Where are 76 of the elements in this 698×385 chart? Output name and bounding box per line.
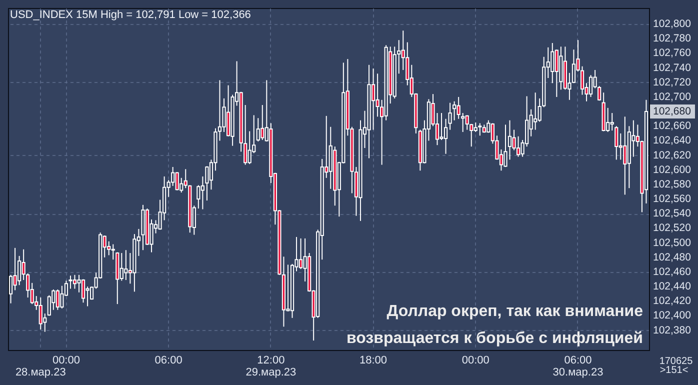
y-tick-label: 102,700: [653, 90, 692, 103]
x-tick-label: 06:00 30.мар.23: [552, 354, 604, 378]
candlestick: [550, 42, 554, 84]
y-tick-label: 102,760: [653, 47, 692, 60]
annotation: Доллар окреп, так как внимание: [386, 303, 644, 320]
x-tick-label: 28.мар.23: [15, 366, 66, 378]
x-tick-label: 00:00: [462, 354, 490, 366]
text: >151<: [660, 365, 688, 376]
candlestick: [47, 294, 51, 316]
candlestick: [610, 112, 614, 132]
candlestick: [111, 244, 115, 260]
candlestick: [175, 172, 179, 191]
y-tick-label: 102,620: [653, 149, 692, 162]
candlestick: [452, 100, 456, 121]
candlestick: [260, 104, 264, 140]
y-tick-label: 102,560: [653, 193, 692, 206]
y-tick-label: 102,380: [653, 324, 692, 336]
candlestick: [56, 288, 60, 310]
candlestick: [371, 68, 376, 130]
candlestick: [171, 166, 175, 186]
candlestick: [440, 112, 444, 140]
candlestick: [124, 250, 128, 280]
text: 170625: [659, 356, 694, 367]
candlestick: [200, 176, 204, 210]
y-tick-label: 102,540: [653, 208, 692, 220]
ref-line-label: 102,680: [653, 106, 692, 118]
candlestick: [298, 238, 303, 270]
y-tick-label: 102,480: [653, 251, 692, 264]
candlestick: [465, 114, 469, 130]
candlestick: [81, 278, 86, 304]
candlestick: [60, 285, 64, 309]
candlestick: [226, 84, 230, 137]
y-tick-label: 102,740: [653, 62, 692, 74]
candlestick: [508, 120, 512, 160]
candlestick: [456, 96, 460, 120]
x-tick-label: 12:00 29.мар.23: [246, 354, 296, 378]
y-tick-label: 102,640: [653, 134, 692, 147]
y-tick-label: 102,460: [653, 266, 692, 278]
candlestick: [461, 112, 465, 132]
candlestick: [38, 296, 42, 330]
y-tick-label: 102,800: [653, 18, 692, 30]
candlestick: [68, 275, 72, 290]
y-tick-label: 102,440: [653, 280, 692, 293]
candlestick: [478, 122, 482, 136]
chart-title: USD_INDEX 15M High = 102,791 Low = 102,366: [10, 9, 251, 21]
candlestick: [516, 136, 520, 158]
candlestick: [588, 74, 593, 98]
y-tick-label: 102,580: [653, 178, 692, 190]
y-tick-label: 102,400: [653, 310, 692, 322]
annotation: возвращается к борьбе с инфляцией: [346, 330, 643, 347]
candlestick: [184, 168, 188, 189]
candlestick: [72, 274, 77, 290]
y-tick-label: 102,780: [653, 32, 692, 45]
candlestick: [286, 264, 290, 312]
x-tick-label: 00:00: [52, 354, 80, 366]
candlestick: [538, 98, 542, 122]
candlestick: [534, 92, 538, 130]
y-tick-label: 102,500: [653, 236, 692, 249]
y-tick-label: 102,720: [653, 76, 692, 88]
candlestick: [623, 116, 627, 196]
candlestick: [474, 122, 478, 132]
y-tick-label: 102,520: [653, 222, 692, 234]
candlestick: [256, 118, 260, 142]
x-tick-label: 18:00: [360, 354, 388, 366]
candlestick: [554, 49, 558, 98]
y-tick-label: 102,600: [653, 164, 692, 176]
y-tick-label: 102,660: [653, 120, 692, 132]
candlestick: [22, 248, 26, 280]
candlestick: [504, 124, 508, 168]
candlestick: [120, 252, 124, 282]
x-tick-label: 06:00: [154, 354, 182, 366]
candlestick: [614, 126, 618, 160]
candlestick: [196, 184, 200, 210]
candlestick: [248, 130, 252, 165]
y-tick-label: 102,420: [653, 295, 692, 308]
candlestick: [222, 98, 226, 132]
